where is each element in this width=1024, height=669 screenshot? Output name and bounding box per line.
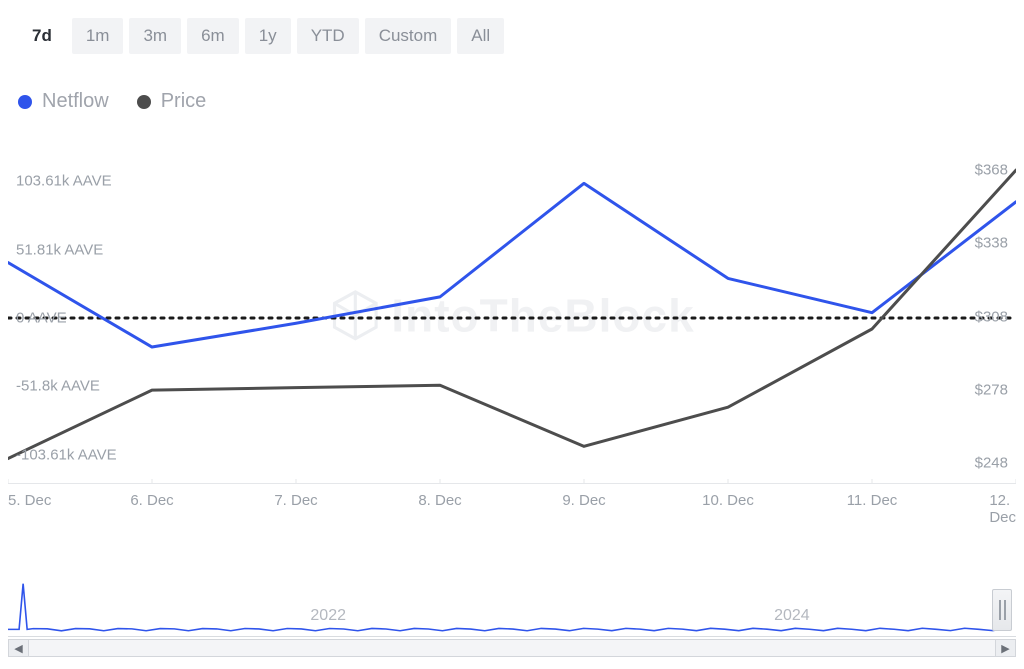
scroll-left-button[interactable]: ◀ [9, 640, 29, 656]
tab-1y[interactable]: 1y [245, 18, 291, 54]
scroll-track[interactable] [29, 640, 995, 656]
y-left-label: -103.61k AAVE [16, 446, 117, 463]
x-label: 8. Dec [418, 492, 461, 509]
y-right-label: $248 [975, 455, 1008, 472]
y-left-label: 103.61k AAVE [16, 173, 112, 190]
y-right-label: $308 [975, 308, 1008, 325]
overview-panel: 2022 2024 ◀ ▶ [8, 581, 1016, 659]
overview-handle[interactable] [992, 589, 1012, 631]
x-label: 9. Dec [562, 492, 605, 509]
legend-item-netflow[interactable]: Netflow [18, 90, 109, 113]
x-label: 10. Dec [702, 492, 754, 509]
tab-custom[interactable]: Custom [365, 18, 452, 54]
legend-item-price[interactable]: Price [137, 90, 207, 113]
legend-dot-price [137, 95, 151, 109]
legend-dot-netflow [18, 95, 32, 109]
x-label: 11. Dec [847, 492, 898, 509]
tab-3m[interactable]: 3m [129, 18, 181, 54]
tab-all[interactable]: All [457, 18, 504, 54]
time-range-tabs: 7d 1m 3m 6m 1y YTD Custom All [0, 0, 1024, 64]
overview-chart[interactable]: 2022 2024 [8, 581, 1016, 637]
tab-ytd[interactable]: YTD [297, 18, 359, 54]
main-chart: IntoTheBlock 103.61k AAVE51.81k AAVE0 AA… [8, 153, 1016, 483]
y-left-label: 51.81k AAVE [16, 241, 103, 258]
y-left-label: -51.8k AAVE [16, 378, 100, 395]
scroll-right-button[interactable]: ▶ [995, 640, 1015, 656]
chart-legend: Netflow Price [0, 64, 1024, 123]
y-right-label: $338 [975, 235, 1008, 252]
y-left-label: 0 AAVE [16, 310, 67, 327]
x-label: 6. Dec [130, 492, 173, 509]
chart-canvas [8, 153, 1016, 483]
overview-year-label: 2022 [310, 607, 346, 625]
x-label: 12. Dec [989, 492, 1016, 526]
y-right-label: $368 [975, 162, 1008, 179]
overview-scrollbar: ◀ ▶ [8, 639, 1016, 657]
overview-year-label: 2024 [774, 607, 810, 625]
x-axis: 5. Dec 6. Dec 7. Dec 8. Dec 9. Dec 10. Dec 11.… [8, 483, 1016, 519]
legend-label-netflow: Netflow [42, 90, 109, 113]
overview-canvas [8, 581, 1016, 636]
y-right-label: $278 [975, 382, 1008, 399]
x-label: 7. Dec [274, 492, 317, 509]
tab-1m[interactable]: 1m [72, 18, 124, 54]
tab-7d[interactable]: 7d [18, 18, 66, 54]
tab-6m[interactable]: 6m [187, 18, 239, 54]
legend-label-price: Price [161, 90, 207, 113]
x-label: 5. Dec [8, 492, 51, 509]
